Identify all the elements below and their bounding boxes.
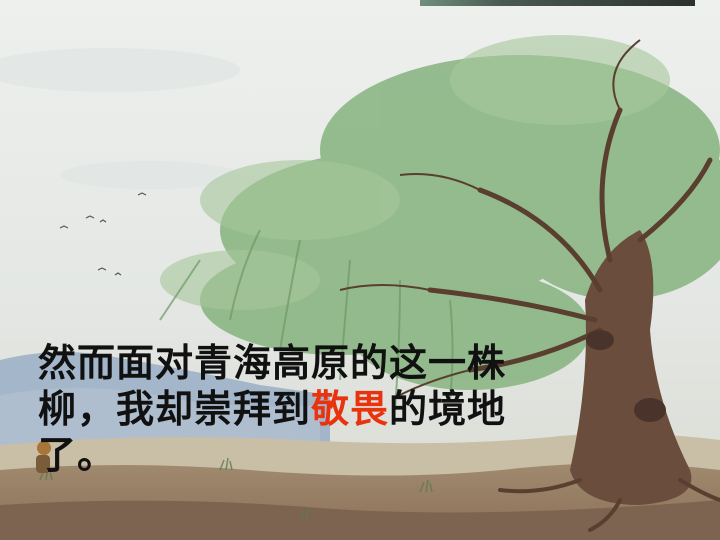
caption-part2: 的境地了。 bbox=[38, 387, 507, 477]
caption-part1: 然而面对青海高原的这一株柳，我却崇拜到 bbox=[38, 341, 507, 431]
top-banner-strip bbox=[420, 0, 695, 6]
caption-highlight: 敬畏 bbox=[311, 387, 390, 431]
caption-text: 然而面对青海高原的这一株柳，我却崇拜到敬畏的境地了。 bbox=[38, 340, 578, 478]
